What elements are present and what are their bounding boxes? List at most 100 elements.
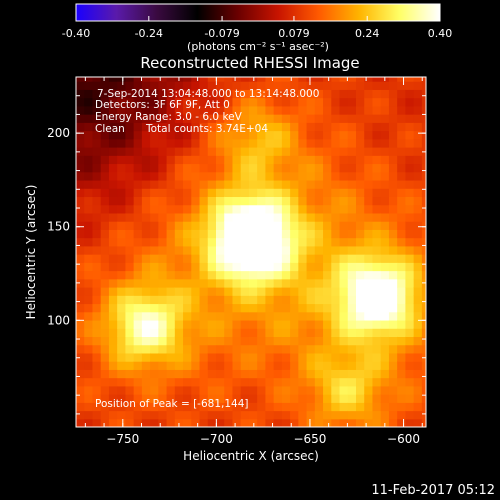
heatmap-cell: [92, 278, 102, 288]
heatmap-cell: [388, 287, 398, 296]
heatmap-cell: [224, 237, 234, 247]
heatmap-cell: [339, 130, 349, 140]
heatmap-cell: [339, 394, 349, 403]
heatmap-cell: [331, 196, 341, 206]
heatmap-cell: [117, 410, 127, 420]
heatmap-cell: [323, 89, 332, 99]
heatmap-cell: [117, 270, 127, 280]
heatmap-cell: [347, 344, 357, 354]
heatmap-cell: [413, 418, 423, 427]
heatmap-cell: [199, 311, 209, 321]
heatmap-cell: [183, 204, 192, 214]
heatmap-cell: [174, 402, 184, 412]
heatmap-cell: [356, 410, 365, 420]
heatmap-cell: [388, 262, 398, 272]
heatmap-cell: [380, 270, 390, 280]
heatmap-cell: [133, 270, 143, 280]
heatmap-cell: [347, 105, 357, 115]
heatmap-cell: [150, 138, 159, 148]
heatmap-cell: [331, 81, 341, 90]
heatmap-cell: [224, 229, 234, 239]
heatmap-cell: [84, 179, 94, 189]
heatmap-cell: [117, 369, 127, 379]
heatmap-cell: [380, 122, 390, 132]
heatmap-cell: [405, 287, 415, 296]
heatmap-cell: [281, 155, 291, 165]
heatmap-cell: [84, 229, 94, 239]
heatmap-cell: [240, 81, 250, 90]
heatmap-cell: [314, 196, 324, 206]
heatmap-cell: [298, 352, 308, 362]
heatmap-cell: [133, 410, 143, 420]
heatmap-cell: [323, 394, 332, 403]
heatmap-cell: [141, 385, 151, 395]
heatmap-cell: [388, 295, 398, 305]
heatmap-cell: [191, 377, 201, 387]
heatmap-cell: [298, 105, 308, 115]
heatmap-cell: [166, 394, 176, 403]
heatmap-cell: [323, 81, 332, 90]
heatmap-cell: [150, 262, 159, 272]
heatmap-cell: [265, 270, 275, 280]
heatmap-cell: [413, 377, 423, 387]
heatmap-cell: [323, 188, 332, 198]
heatmap-cell: [125, 311, 135, 321]
heatmap-cell: [248, 196, 258, 206]
heatmap-cell: [339, 402, 349, 412]
heatmap-cell: [224, 114, 234, 123]
heatmap-cell: [141, 394, 151, 403]
heatmap-cell: [281, 114, 291, 123]
heatmap-cell: [372, 377, 382, 387]
heatmap-cell: [364, 89, 374, 99]
heatmap-cell: [421, 77, 426, 82]
heatmap-cell: [240, 188, 250, 198]
heatmap-cell: [380, 328, 390, 338]
heatmap-cell: [421, 287, 426, 296]
heatmap-cell: [141, 352, 151, 362]
y-axis-label: Heliocentric Y (arcsec): [24, 185, 38, 320]
heatmap-cell: [248, 245, 258, 255]
heatmap-cell: [92, 352, 102, 362]
heatmap-cell: [158, 361, 168, 370]
heatmap-cell: [388, 204, 398, 214]
heatmap-cell: [207, 278, 217, 288]
heatmap-cell: [356, 377, 365, 387]
heatmap-cell: [273, 303, 283, 313]
heatmap-cell: [413, 344, 423, 354]
heatmap-cell: [388, 105, 398, 115]
heatmap-cell: [364, 130, 374, 140]
heatmap-cell: [240, 229, 250, 239]
heatmap-cell: [405, 229, 415, 239]
heatmap-cell: [290, 179, 299, 189]
heatmap-cell: [405, 237, 415, 247]
heatmap-cell: [265, 77, 275, 82]
heatmap-cell: [380, 196, 390, 206]
heatmap-cell: [273, 344, 283, 354]
heatmap-cell: [174, 196, 184, 206]
heatmap-cell: [199, 221, 209, 230]
heatmap-cell: [150, 385, 159, 395]
heatmap-cell: [323, 122, 332, 132]
heatmap-cell: [339, 147, 349, 156]
heatmap-cell: [281, 344, 291, 354]
heatmap-cell: [364, 81, 374, 90]
heatmap-cell: [207, 204, 217, 214]
heatmap-cell: [323, 336, 332, 346]
heatmap-cell: [314, 394, 324, 403]
heatmap-cell: [397, 204, 407, 214]
heatmap-cell: [314, 369, 324, 379]
heatmap-cell: [323, 204, 332, 214]
heatmap-cell: [125, 105, 135, 115]
heatmap-cell: [117, 319, 127, 329]
heatmap-cell: [273, 418, 283, 427]
heatmap-cell: [331, 377, 341, 387]
heatmap-cell: [265, 410, 275, 420]
heatmap-cell: [298, 402, 308, 412]
heatmap-cell: [356, 171, 365, 181]
heatmap-cell: [216, 179, 225, 189]
heatmap-cell: [224, 138, 234, 148]
heatmap-cell: [290, 394, 299, 403]
heatmap-cell: [76, 352, 85, 362]
heatmap-cell: [199, 89, 209, 99]
heatmap-cell: [397, 229, 407, 239]
